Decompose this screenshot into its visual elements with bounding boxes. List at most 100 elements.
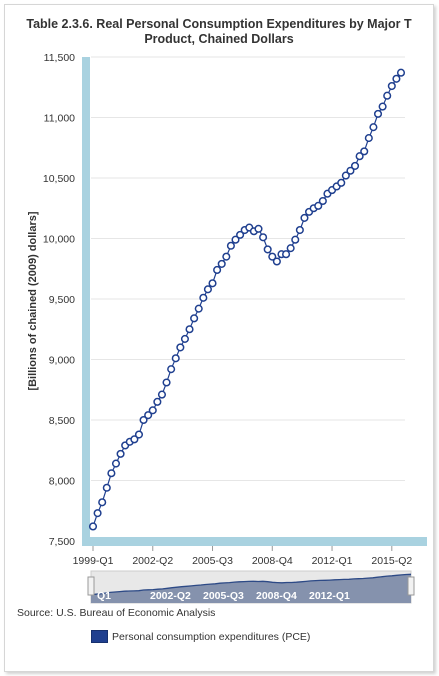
data-point [392, 74, 401, 83]
data-point [213, 265, 222, 275]
chart-title: Table 2.3.6. Real Personal Consumption E… [5, 17, 433, 47]
data-point [102, 483, 111, 492]
data-point [387, 81, 396, 91]
navigator-label: 2005-Q3 [203, 590, 244, 602]
data-point [208, 279, 217, 288]
data-point [88, 522, 98, 531]
data-point [291, 235, 300, 244]
navigator[interactable]: Q1 2002-Q2 2005-Q3 2008-Q4 2012-Q1 [87, 570, 415, 604]
navigator-label: Q1 [97, 590, 111, 602]
data-point [107, 469, 116, 478]
x-tick-labels: 1999-Q1 2002-Q2 2005-Q3 2008-Q4 2012-Q1 2015-… [73, 546, 412, 567]
source-note: Source: U.S. Bureau of Economic Analysis [17, 607, 216, 619]
legend-swatch [91, 630, 108, 643]
x-tick-label: 2015-Q2 [371, 555, 412, 567]
legend-label: Personal consumption expenditures (PCE) [112, 630, 311, 643]
data-point [226, 241, 235, 250]
y-tick-label: 9,000 [49, 355, 75, 367]
x-tick-label: 2008-Q4 [252, 555, 293, 567]
data-point [383, 91, 392, 100]
x-tick-label: 2005-Q3 [192, 555, 233, 567]
data-point [93, 509, 102, 518]
data-point [98, 498, 107, 507]
y-axis-label: [Billions of chained (2009) dollars] [27, 211, 39, 390]
navigator-label: 2008-Q4 [256, 590, 297, 602]
data-point [231, 235, 240, 244]
y-tick-label: 7,500 [49, 536, 75, 548]
data-point [254, 224, 263, 233]
data-point [171, 354, 180, 363]
series-points [88, 68, 406, 531]
data-point [194, 304, 203, 313]
data-point [185, 325, 194, 334]
y-tick-label: 9,500 [49, 294, 75, 306]
data-point [139, 415, 148, 425]
data-point [162, 378, 171, 387]
data-point [369, 123, 378, 132]
x-tick-label: 1999-Q1 [73, 555, 114, 567]
navigator-line [90, 573, 412, 596]
chart-title-line2: Product, Chained Dollars [144, 32, 294, 46]
navigator-area [91, 574, 411, 603]
data-point [203, 285, 212, 294]
y-axis-band [82, 57, 90, 542]
data-point [176, 343, 185, 352]
legend[interactable]: Personal consumption expenditures (PCE) [91, 630, 310, 643]
data-point [282, 250, 291, 259]
data-point [364, 134, 373, 143]
navigator-handle-right [407, 576, 415, 596]
data-point [346, 166, 355, 175]
data-point [157, 390, 167, 399]
data-point [314, 201, 323, 210]
data-point [236, 230, 245, 239]
data-point [272, 257, 281, 266]
x-tick-label: 2012-Q1 [312, 555, 353, 567]
data-point [130, 435, 139, 444]
data-point [295, 225, 304, 235]
data-point [300, 213, 309, 222]
data-point [360, 147, 369, 156]
navigator-label: 2012-Q1 [309, 590, 350, 602]
data-point [199, 293, 208, 302]
data-point [111, 459, 121, 468]
y-tick-label: 8,500 [49, 415, 75, 427]
data-point [341, 171, 350, 180]
data-point [373, 109, 383, 118]
line-chart: 7,500 8,000 8,500 9,000 9,500 10,000 10,500 11,… [27, 52, 427, 604]
chart-title-line1: Table 2.3.6. Real Personal Consumption E… [26, 17, 412, 31]
data-point [134, 430, 144, 439]
series-polyline [92, 72, 402, 527]
series-line [92, 72, 402, 527]
data-point [167, 365, 176, 374]
data-point [259, 233, 268, 242]
navigator-label: 2002-Q2 [150, 590, 191, 602]
y-tick-label: 11,500 [44, 52, 75, 64]
y-tick-label: 10,000 [43, 234, 75, 246]
y-tick-labels: 7,500 8,000 8,500 9,000 9,500 10,000 10,500 11,… [43, 52, 75, 548]
data-point [116, 449, 125, 458]
data-point [378, 102, 387, 111]
data-point [190, 314, 199, 323]
data-point [263, 245, 272, 254]
data-point [337, 178, 346, 187]
data-point [318, 196, 327, 206]
data-point [268, 252, 277, 261]
grid-lines [91, 56, 405, 542]
data-point [180, 334, 189, 343]
data-point [222, 252, 231, 261]
data-point [153, 397, 162, 406]
y-tick-label: 8,000 [49, 476, 75, 488]
x-axis-band [82, 537, 427, 546]
y-tick-label: 11,000 [44, 113, 75, 125]
y-tick-label: 10,500 [43, 173, 75, 185]
data-point [396, 68, 406, 77]
data-point [350, 161, 360, 170]
x-tick-label: 2002-Q2 [132, 555, 173, 567]
chart-frame: Table 2.3.6. Real Personal Consumption E… [4, 4, 434, 672]
navigator-handle-left [87, 576, 95, 596]
data-point [148, 406, 157, 415]
data-point [355, 152, 364, 161]
data-point [217, 259, 226, 268]
data-point [144, 411, 153, 420]
data-point [286, 244, 295, 253]
